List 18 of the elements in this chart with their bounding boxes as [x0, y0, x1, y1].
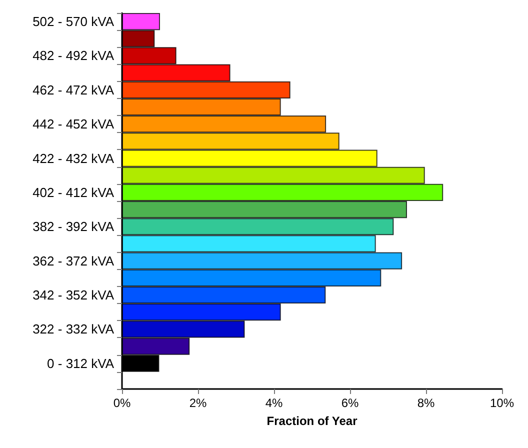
- x-tick-label: 4%: [265, 396, 283, 410]
- y-tick-label: 0 - 312 kVA: [47, 356, 114, 371]
- y-tick-label: 382 - 392 kVA: [32, 219, 114, 234]
- y-tick-label: 342 - 352 kVA: [32, 288, 114, 302]
- x-tick-label: 6%: [341, 396, 359, 410]
- x-tick-label: 2%: [189, 396, 207, 410]
- y-tick-label: 462 - 472 kVA: [32, 82, 114, 98]
- x-tick-label: 0%: [113, 396, 131, 410]
- x-tick-label: 10%: [490, 396, 514, 410]
- y-tick-label: 502 - 570 kVA: [32, 14, 114, 30]
- y-tick-label: 442 - 452 kVA: [32, 116, 114, 132]
- y-tick-label: 322 - 332 kVA: [32, 322, 114, 337]
- y-tick-label: 422 - 432 kVA: [32, 150, 114, 166]
- y-tick-label: 482 - 492 kVA: [32, 48, 114, 64]
- y-tick-label: 402 - 412 kVA: [32, 184, 114, 200]
- x-tick-label: 8%: [417, 396, 435, 410]
- y-tick-label: 362 - 372 kVA: [32, 253, 114, 268]
- x-axis-title: Fraction of Year: [266, 414, 358, 428]
